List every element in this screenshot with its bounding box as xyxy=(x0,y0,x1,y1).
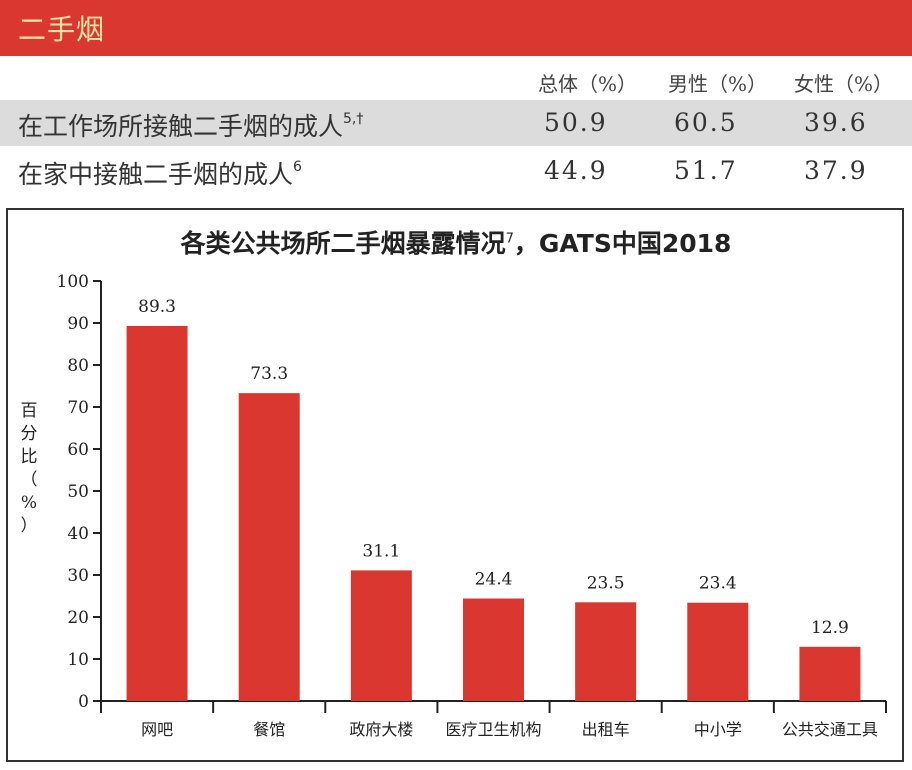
data-label: 89.3 xyxy=(138,297,176,317)
row-label: 在家中接触二手烟的成人6 xyxy=(18,158,302,189)
y-axis-label-char: ） xyxy=(20,516,38,536)
data-label: 23.5 xyxy=(587,573,625,593)
y-tick-label: 60 xyxy=(67,440,89,460)
bar xyxy=(575,602,637,701)
footnote-marker: 5,† xyxy=(343,110,364,127)
chart-title-footnote: 7 xyxy=(505,231,514,247)
x-tick-label: 餐馆 xyxy=(253,720,285,739)
header-female: 女性（%） xyxy=(794,72,894,96)
bar xyxy=(350,570,412,701)
y-tick-label: 20 xyxy=(67,608,89,628)
y-axis-label-char: （ xyxy=(20,470,38,490)
y-tick-label: 100 xyxy=(57,272,89,292)
section-title: 二手烟 xyxy=(18,13,106,46)
footnote-marker: 6 xyxy=(293,158,302,175)
x-tick-label: 网吧 xyxy=(141,720,173,739)
header-male: 男性（%） xyxy=(668,72,768,96)
x-tick-label: 医疗卫生机构 xyxy=(445,720,541,739)
header-total: 总体（%） xyxy=(538,72,638,96)
cell-female: 39.6 xyxy=(804,108,868,137)
y-axis-label-char: 百 xyxy=(20,401,38,421)
y-tick-label: 80 xyxy=(67,356,89,376)
y-axis-label-char: 分 xyxy=(20,424,38,444)
y-tick-label: 30 xyxy=(67,566,89,586)
cell-total: 44.9 xyxy=(544,156,608,185)
bar xyxy=(799,646,861,701)
cell-male: 51.7 xyxy=(674,156,738,185)
cell-total: 50.9 xyxy=(544,108,608,137)
y-tick-label: 0 xyxy=(78,692,89,712)
y-axis-label: 百 分 比 （ % ） xyxy=(19,400,39,538)
y-tick-label: 90 xyxy=(67,314,89,334)
data-label: 24.4 xyxy=(475,570,513,590)
cell-male: 60.5 xyxy=(674,108,738,137)
x-tick-label: 中小学 xyxy=(694,720,742,739)
table-row: 在工作场所接触二手烟的成人5,† 50.9 60.5 39.6 xyxy=(0,100,912,146)
y-axis-label-char: % xyxy=(20,493,38,513)
data-label: 73.3 xyxy=(250,364,288,384)
y-axis-label-char: 比 xyxy=(20,447,38,467)
data-label: 12.9 xyxy=(811,618,849,638)
y-tick-label: 10 xyxy=(67,650,89,670)
section-banner: 二手烟 xyxy=(0,0,912,56)
chart-title: 各类公共场所二手烟暴露情况7，GATS中国2018 xyxy=(180,229,732,258)
cell-female: 37.9 xyxy=(804,156,868,185)
x-tick-label: 公共交通工具 xyxy=(782,720,878,739)
table-row: 在家中接触二手烟的成人6 44.9 51.7 37.9 xyxy=(0,148,912,194)
data-label: 23.4 xyxy=(699,574,737,594)
x-tick-label: 出租车 xyxy=(582,720,630,739)
bar xyxy=(687,602,749,701)
x-tick-label: 政府大楼 xyxy=(349,720,413,739)
row-label: 在工作场所接触二手烟的成人5,† xyxy=(18,110,364,141)
y-tick-label: 40 xyxy=(67,524,89,544)
data-label: 31.1 xyxy=(362,541,400,561)
y-tick-label: 70 xyxy=(67,398,89,418)
y-tick-label: 50 xyxy=(67,482,89,502)
bar xyxy=(463,598,524,701)
bar xyxy=(126,325,188,701)
bar xyxy=(238,393,300,701)
